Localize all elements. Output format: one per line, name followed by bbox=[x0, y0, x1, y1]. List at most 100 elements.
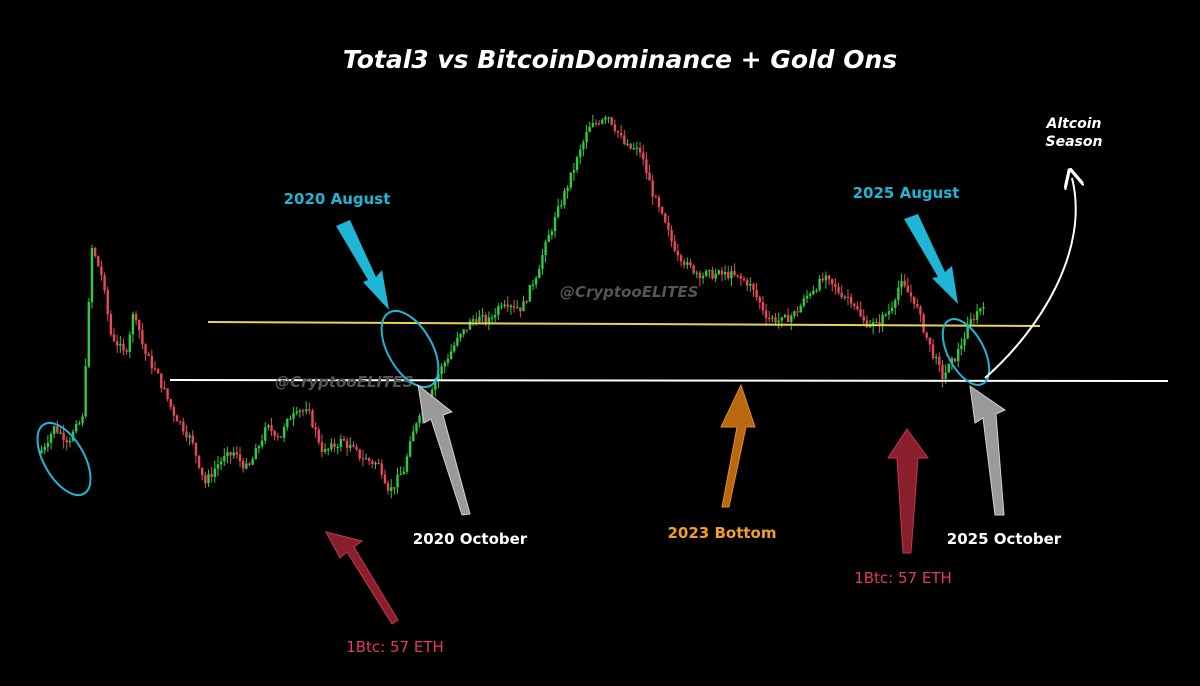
candle-body bbox=[402, 471, 406, 475]
candle-body bbox=[660, 207, 664, 214]
candle-body bbox=[519, 307, 522, 312]
candle-body bbox=[194, 442, 198, 456]
candle-body bbox=[695, 272, 698, 274]
candle-body bbox=[150, 355, 154, 369]
candle-body bbox=[75, 423, 78, 432]
candle-body bbox=[43, 446, 46, 451]
candle-body bbox=[112, 334, 116, 342]
candle-body bbox=[727, 272, 730, 279]
candle-body bbox=[122, 343, 125, 351]
candle-body bbox=[689, 262, 692, 266]
candle-body bbox=[979, 308, 982, 312]
candle-body bbox=[349, 444, 352, 448]
arrow-2023-bottom bbox=[720, 383, 756, 508]
candle-body bbox=[682, 261, 686, 265]
candle-body bbox=[881, 314, 884, 326]
candle-body bbox=[204, 475, 207, 484]
altcoin-season-arrow bbox=[984, 178, 1076, 379]
candle-body bbox=[380, 463, 383, 475]
candle-body bbox=[815, 290, 818, 292]
support-line bbox=[169, 379, 1169, 382]
candle-body bbox=[947, 363, 950, 373]
candle-body bbox=[664, 213, 667, 223]
candle-body bbox=[525, 301, 528, 303]
candle-body bbox=[134, 314, 138, 321]
candle-body bbox=[623, 135, 626, 145]
candle-body bbox=[629, 143, 632, 149]
candle-body bbox=[40, 450, 43, 453]
candle-body bbox=[336, 446, 339, 449]
candle-body bbox=[733, 271, 736, 275]
candle-body bbox=[260, 440, 264, 447]
candle-body bbox=[56, 426, 59, 433]
candle-body bbox=[440, 366, 443, 375]
candle-body bbox=[210, 474, 213, 477]
candle-body bbox=[478, 316, 481, 322]
candle-body bbox=[553, 216, 557, 232]
candle-body bbox=[81, 416, 84, 424]
candle-body bbox=[68, 440, 72, 443]
candle-body bbox=[248, 463, 251, 465]
candle-body bbox=[626, 143, 629, 145]
candle-body bbox=[163, 387, 166, 390]
candle-body bbox=[201, 467, 204, 476]
candle-body bbox=[604, 117, 607, 120]
candle-body bbox=[128, 334, 131, 352]
candle-body bbox=[223, 455, 226, 462]
candle-body bbox=[827, 275, 831, 280]
candle-body bbox=[862, 316, 865, 321]
candle-body bbox=[818, 278, 821, 291]
candle-body bbox=[642, 152, 645, 160]
candle-body bbox=[708, 270, 711, 272]
candle-body bbox=[572, 169, 576, 173]
candle-body bbox=[632, 148, 635, 150]
candle-body bbox=[544, 241, 547, 256]
candle-body bbox=[361, 458, 365, 460]
candle-body bbox=[468, 321, 472, 330]
label-2023-bottom: 2023 Bottom bbox=[668, 524, 777, 542]
candle-body bbox=[103, 275, 106, 291]
candle-body bbox=[597, 123, 601, 125]
candle-body bbox=[705, 271, 708, 276]
candle-body bbox=[736, 274, 739, 277]
candle-body bbox=[821, 278, 824, 281]
candle-body bbox=[245, 463, 248, 469]
candle-body bbox=[912, 296, 916, 304]
candle-body bbox=[887, 311, 891, 315]
candle-body bbox=[831, 279, 834, 285]
candle-body bbox=[960, 345, 963, 349]
candle-body bbox=[619, 132, 623, 136]
candle-body bbox=[109, 314, 113, 335]
candle-body bbox=[106, 290, 109, 315]
candle-body bbox=[796, 311, 799, 313]
candle-body bbox=[648, 172, 651, 181]
candle-body bbox=[456, 337, 459, 346]
candle-body bbox=[191, 435, 194, 443]
candle-body bbox=[547, 235, 550, 242]
candle-body bbox=[859, 309, 862, 317]
candle-body bbox=[698, 272, 702, 279]
candle-body bbox=[953, 358, 957, 362]
candle-body bbox=[453, 345, 456, 352]
candle-body bbox=[900, 280, 903, 288]
candle-body bbox=[396, 474, 399, 488]
label-1btc-2025: 1Btc: 57 ETH bbox=[854, 569, 952, 587]
candle-body bbox=[941, 365, 944, 379]
candle-body bbox=[802, 298, 806, 306]
candle-body bbox=[944, 372, 947, 379]
candle-body bbox=[758, 297, 761, 303]
candle-body bbox=[966, 324, 969, 339]
candle-body bbox=[352, 444, 355, 447]
candle-body bbox=[185, 431, 188, 438]
candle-body bbox=[119, 343, 122, 346]
candle-body bbox=[317, 429, 320, 443]
label-2025-october: 2025 October bbox=[947, 530, 1062, 548]
candle-body bbox=[843, 296, 847, 298]
candle-body bbox=[345, 440, 349, 448]
candle-body bbox=[512, 305, 516, 308]
candle-body bbox=[430, 389, 434, 396]
candle-body bbox=[963, 338, 966, 346]
candle-body bbox=[232, 452, 235, 456]
candle-body bbox=[156, 369, 160, 374]
candle-body bbox=[308, 409, 311, 411]
